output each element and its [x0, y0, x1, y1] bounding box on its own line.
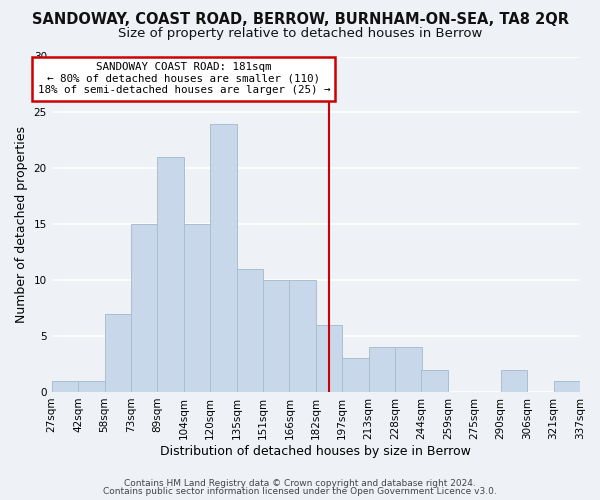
Bar: [421, 370, 448, 392]
Text: Contains HM Land Registry data © Crown copyright and database right 2024.: Contains HM Land Registry data © Crown c…: [124, 478, 476, 488]
Bar: [263, 280, 289, 392]
Bar: [184, 224, 210, 392]
Y-axis label: Number of detached properties: Number of detached properties: [15, 126, 28, 322]
Bar: [210, 124, 236, 392]
Bar: [157, 157, 184, 392]
Bar: [554, 381, 580, 392]
Text: Contains public sector information licensed under the Open Government Licence v3: Contains public sector information licen…: [103, 487, 497, 496]
Bar: [316, 325, 342, 392]
Text: Size of property relative to detached houses in Berrow: Size of property relative to detached ho…: [118, 28, 482, 40]
Bar: [131, 224, 157, 392]
Bar: [52, 381, 78, 392]
X-axis label: Distribution of detached houses by size in Berrow: Distribution of detached houses by size …: [160, 444, 471, 458]
Text: SANDOWAY COAST ROAD: 181sqm
← 80% of detached houses are smaller (110)
18% of se: SANDOWAY COAST ROAD: 181sqm ← 80% of det…: [37, 62, 330, 96]
Bar: [104, 314, 131, 392]
Bar: [236, 269, 263, 392]
Bar: [289, 280, 316, 392]
Bar: [342, 358, 368, 392]
Bar: [501, 370, 527, 392]
Text: SANDOWAY, COAST ROAD, BERROW, BURNHAM-ON-SEA, TA8 2QR: SANDOWAY, COAST ROAD, BERROW, BURNHAM-ON…: [32, 12, 569, 28]
Bar: [395, 347, 421, 392]
Bar: [368, 347, 395, 392]
Bar: [78, 381, 104, 392]
